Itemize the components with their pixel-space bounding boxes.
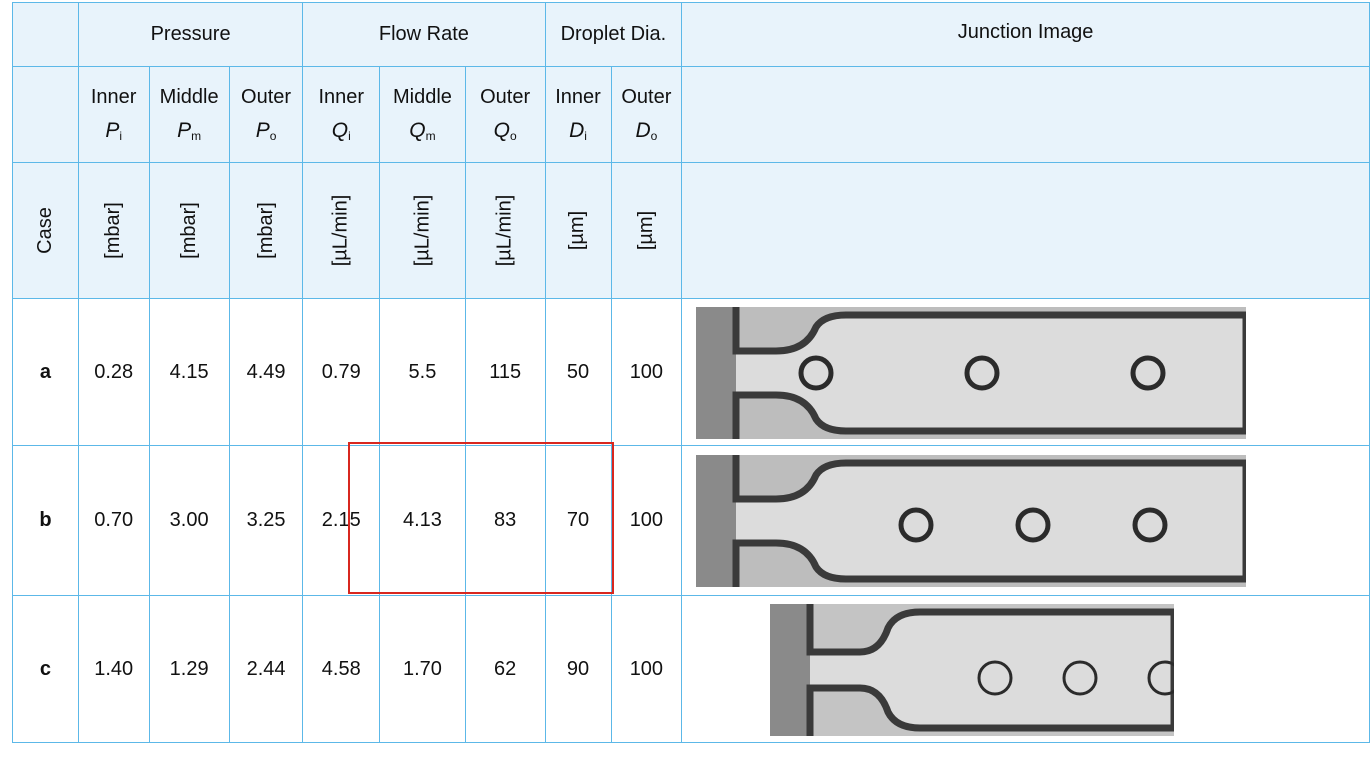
highlight-box [348,442,614,594]
pressure-header: Pressure [77,2,304,67]
case-label: a [12,298,79,446]
flow-rate-header: Flow Rate [302,2,546,67]
value-cell: 4.49 [228,298,304,446]
value-cell: 0.79 [302,298,381,446]
value-cell: 70 [544,445,612,596]
col-label: Inner Qi [302,66,381,163]
junction-image-c [770,604,1175,736]
junction-image-cell [681,595,1370,743]
value-cell: 50 [544,298,612,446]
unit-cell: [mbar] [77,162,150,299]
junction-image-header: Junction Image [681,2,1370,67]
value-cell: 3.00 [148,445,230,596]
junction-image-cell [681,445,1370,596]
unit-cell: [µm] [544,162,612,299]
value-cell: 100 [610,595,683,743]
junction-image-b [696,455,1247,587]
unit-cell: [µL/min] [379,162,466,299]
value-cell: 2.15 [302,445,381,596]
value-cell: 5.5 [379,298,466,446]
value-cell: 1.70 [379,595,466,743]
junction-image-a [696,307,1247,439]
col-label: Outer Do [610,66,683,163]
junction-image-cell [681,298,1370,446]
table-row: a 0.28 4.15 4.49 0.79 5.5 115 50 100 [12,298,1370,446]
value-cell: 0.28 [77,298,150,446]
value-cell: 3.25 [228,445,304,596]
value-cell: 1.40 [77,595,150,743]
col-label: Middle Qm [379,66,466,163]
label-row: Inner Pi Middle Pm Outer Po Inner Qi Middle Q… [12,66,1370,163]
value-cell: 2.44 [228,595,304,743]
col-label: Outer Po [228,66,304,163]
value-cell: 4.58 [302,595,381,743]
unit-row: Case [mbar] [mbar] [mbar] [µL/min] [µL/m… [12,162,1370,299]
value-cell: 100 [610,298,683,446]
unit-cell: [µm] [610,162,683,299]
value-cell: 0.70 [77,445,150,596]
data-table: Pressure Flow Rate Droplet Dia. Junction… [12,2,1370,743]
value-cell: 1.29 [148,595,230,743]
case-header: Case [12,162,79,299]
value-cell: 115 [464,298,546,446]
value-cell: 100 [610,445,683,596]
case-label: c [12,595,79,743]
case-label: b [12,445,79,596]
col-label: Outer Qo [464,66,546,163]
value-cell: 90 [544,595,612,743]
table-row: b 0.70 3.00 3.25 2.15 4.13 83 70 100 [12,445,1370,596]
unit-cell: [µL/min] [302,162,381,299]
col-label: Middle Pm [148,66,230,163]
value-cell: 62 [464,595,546,743]
col-label: Inner Di [544,66,612,163]
col-label: Inner Pi [77,66,150,163]
value-cell: 4.15 [148,298,230,446]
unit-cell: [mbar] [148,162,230,299]
table-row: c 1.40 1.29 2.44 4.58 1.70 62 90 100 [12,595,1370,743]
unit-cell: [mbar] [228,162,304,299]
group-header-row: Pressure Flow Rate Droplet Dia. Junction… [12,2,1370,67]
droplet-dia-header: Droplet Dia. [544,2,683,67]
corner-cell [12,2,79,67]
unit-cell: [µL/min] [464,162,546,299]
value-cell: 83 [464,445,546,596]
